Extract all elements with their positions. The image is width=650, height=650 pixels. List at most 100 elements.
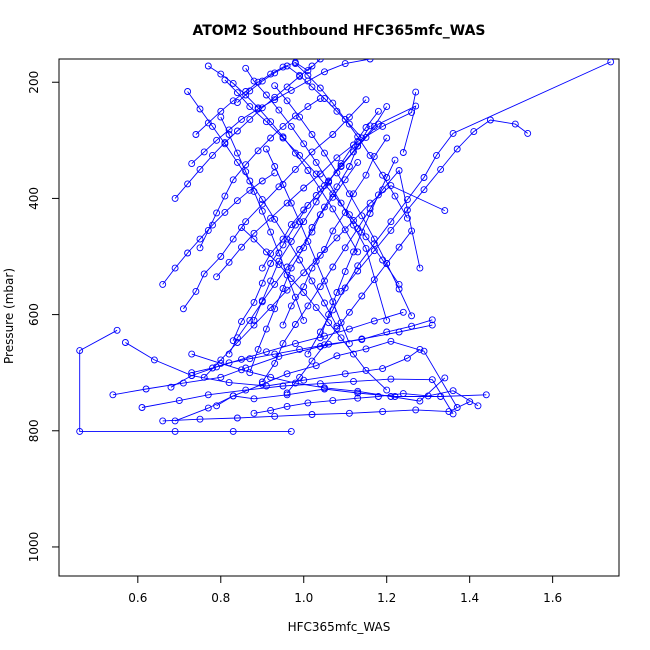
- data-point: [171, 194, 179, 202]
- profile-line: [261, 169, 421, 383]
- profile-line: [228, 162, 359, 355]
- profile-line: [265, 148, 350, 344]
- data-point: [312, 198, 320, 206]
- x-axis-label: HFC365mfc_WAS: [288, 620, 391, 634]
- data-point: [267, 134, 275, 142]
- data-point: [337, 199, 345, 207]
- data-point: [486, 116, 494, 124]
- data-point: [238, 366, 245, 374]
- data-point: [304, 67, 312, 75]
- data-point: [196, 415, 204, 423]
- data-point: [221, 208, 229, 216]
- data-point: [449, 129, 457, 137]
- data-point: [109, 391, 117, 399]
- data-point: [362, 244, 370, 252]
- data-point: [345, 340, 353, 348]
- data-point: [321, 203, 328, 211]
- data-point: [250, 235, 258, 243]
- data-point: [233, 158, 241, 166]
- data-point: [279, 321, 287, 329]
- data-point: [287, 302, 295, 310]
- data-point: [291, 149, 299, 157]
- data-point: [379, 365, 387, 373]
- data-point: [453, 404, 461, 411]
- data-point: [316, 251, 324, 259]
- data-point: [329, 227, 337, 235]
- data-point: [229, 79, 237, 87]
- data-point: [416, 264, 424, 272]
- data-point: [76, 347, 84, 355]
- data-point: [408, 108, 416, 116]
- data-point: [250, 316, 258, 324]
- data-point: [321, 384, 328, 392]
- data-point: [333, 289, 341, 296]
- data-point: [188, 350, 196, 358]
- data-point: [316, 84, 324, 92]
- data-point: [246, 103, 254, 111]
- data-point: [321, 149, 328, 157]
- data-point: [213, 273, 221, 281]
- data-point: [300, 316, 308, 324]
- profile-series: [221, 76, 403, 288]
- data-point: [138, 404, 146, 411]
- data-point: [229, 392, 237, 400]
- profile-line: [253, 111, 379, 321]
- data-point: [329, 263, 337, 271]
- data-point: [312, 304, 320, 312]
- data-point: [403, 354, 411, 362]
- data-point: [316, 334, 324, 342]
- data-point: [179, 305, 187, 313]
- data-point: [171, 417, 179, 425]
- data-point: [511, 120, 519, 128]
- data-point: [316, 211, 324, 219]
- data-point: [254, 104, 262, 112]
- data-point: [217, 373, 225, 381]
- data-point: [325, 319, 333, 327]
- profile-series: [225, 158, 362, 358]
- data-point: [366, 59, 374, 63]
- data-point: [254, 147, 262, 155]
- data-point: [345, 308, 353, 316]
- data-point: [287, 264, 295, 272]
- data-point: [308, 131, 316, 138]
- profile-series: [262, 145, 353, 348]
- data-point: [242, 64, 250, 72]
- data-point: [283, 286, 291, 294]
- data-point: [238, 243, 245, 251]
- data-point: [321, 68, 328, 76]
- data-point: [279, 134, 287, 142]
- data-point: [312, 257, 320, 265]
- data-point: [408, 312, 416, 320]
- data-point: [283, 370, 291, 378]
- data-point: [316, 95, 324, 102]
- data-point: [362, 366, 370, 374]
- y-tick-label: 1000: [27, 532, 41, 563]
- data-point: [196, 235, 204, 243]
- data-point: [196, 244, 204, 252]
- data-point: [209, 364, 216, 372]
- data-point: [304, 237, 312, 245]
- data-point: [383, 316, 391, 324]
- profile-line: [253, 390, 479, 414]
- data-point: [287, 199, 295, 207]
- data-point: [329, 99, 337, 107]
- data-point: [304, 103, 312, 111]
- data-point: [358, 212, 366, 220]
- data-point: [453, 145, 461, 153]
- data-point: [287, 221, 295, 229]
- data-point: [370, 276, 378, 284]
- data-point: [437, 165, 445, 173]
- data-point: [395, 280, 403, 288]
- data-point: [192, 131, 200, 138]
- data-point: [258, 279, 266, 287]
- data-point: [233, 89, 241, 97]
- data-point: [283, 391, 291, 399]
- data-point: [329, 397, 337, 405]
- data-point: [428, 316, 436, 324]
- data-point: [379, 122, 387, 130]
- data-point: [142, 385, 150, 393]
- data-point: [233, 99, 241, 107]
- data-point: [217, 356, 225, 364]
- data-point: [159, 280, 167, 288]
- data-point: [233, 197, 241, 205]
